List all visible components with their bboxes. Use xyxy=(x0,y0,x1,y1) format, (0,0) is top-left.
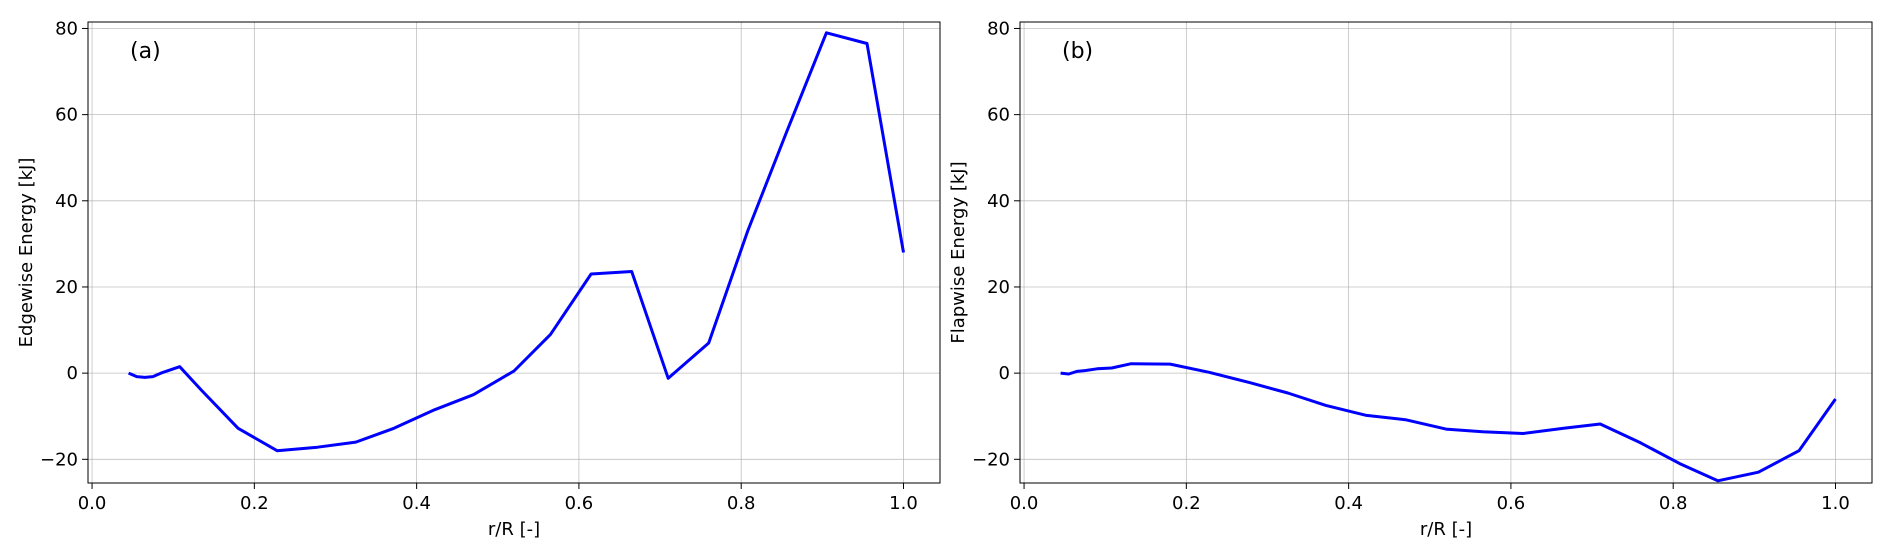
x-tick-label: 0.6 xyxy=(1497,493,1526,514)
y-tick-label: 40 xyxy=(987,191,1010,212)
y-tick-label: 80 xyxy=(55,18,78,39)
x-tick-label: 1.0 xyxy=(1821,493,1850,514)
y-tick-label: −20 xyxy=(40,449,78,470)
y-tick-label: 0 xyxy=(67,363,78,384)
x-tick-label: 0.4 xyxy=(1334,493,1363,514)
chart-panel-b: 0.0 0.2 0.4 0.6 0.8 1.0 −20 0 20 40 60 80 r/R [-] Fla… xyxy=(948,18,1873,540)
x-tick-label: 0.6 xyxy=(565,493,594,514)
y-tick-label: −20 xyxy=(972,449,1010,470)
panel-label: (b) xyxy=(1062,39,1093,64)
y-axis-label: Edgewise Energy [kJ] xyxy=(16,158,37,348)
x-tick-label: 0.0 xyxy=(78,493,107,514)
x-tick-label: 0.0 xyxy=(1010,493,1039,514)
y-tick-label: 60 xyxy=(987,105,1010,126)
x-tick-label: 1.0 xyxy=(889,493,918,514)
series-line xyxy=(1060,362,1837,483)
plot-frame xyxy=(1019,21,1873,484)
x-axis-label: r/R [-] xyxy=(1420,519,1472,540)
y-tick-label: 40 xyxy=(55,191,78,212)
y-tick-label: 20 xyxy=(987,277,1010,298)
y-tick-label: 20 xyxy=(55,277,78,298)
x-tick-label: 0.8 xyxy=(1659,493,1688,514)
y-axis-label: Flapwise Energy [kJ] xyxy=(948,161,969,343)
chart-panel-a: 0.0 0.2 0.4 0.6 0.8 1.0 −20 0 20 40 60 80 r/R [-] Edg… xyxy=(16,18,941,540)
x-axis-label: r/R [-] xyxy=(488,519,540,540)
y-tick-label: 60 xyxy=(55,105,78,126)
x-tick-label: 0.4 xyxy=(402,493,431,514)
plot-frame xyxy=(87,21,941,484)
x-tick-label: 0.2 xyxy=(240,493,269,514)
panel-label: (a) xyxy=(130,39,161,64)
y-tick-label: 0 xyxy=(999,363,1010,384)
x-tick-label: 0.8 xyxy=(727,493,756,514)
series-line xyxy=(128,31,905,453)
x-tick-label: 0.2 xyxy=(1172,493,1201,514)
y-tick-label: 80 xyxy=(987,18,1010,39)
